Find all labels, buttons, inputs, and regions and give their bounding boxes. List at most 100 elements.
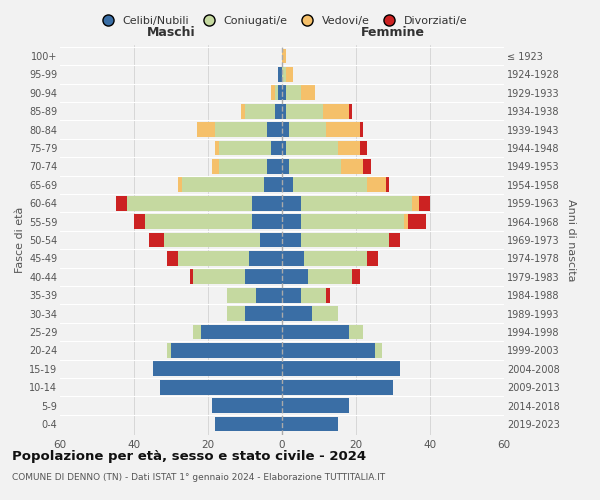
Bar xyxy=(282,140,286,156)
Bar xyxy=(212,398,282,413)
Bar xyxy=(282,343,374,357)
Bar xyxy=(267,122,282,137)
Bar xyxy=(278,86,282,100)
Bar xyxy=(271,140,282,156)
Text: Femmine: Femmine xyxy=(361,26,425,40)
Bar xyxy=(282,416,337,432)
Bar xyxy=(245,306,282,321)
Bar xyxy=(190,270,193,284)
Bar xyxy=(227,306,245,321)
Text: COMUNE DI DENNO (TN) - Dati ISTAT 1° gennaio 2024 - Elaborazione TUTTITALIA.IT: COMUNE DI DENNO (TN) - Dati ISTAT 1° gen… xyxy=(12,472,385,482)
Bar xyxy=(241,104,245,118)
Bar xyxy=(245,104,275,118)
Bar xyxy=(212,159,219,174)
Bar xyxy=(282,324,349,340)
Bar xyxy=(152,362,282,376)
Legend: Celibi/Nubili, Coniugati/e, Vedovi/e, Divorziati/e: Celibi/Nubili, Coniugati/e, Vedovi/e, Di… xyxy=(92,12,472,30)
Bar xyxy=(271,86,275,100)
Bar xyxy=(360,122,364,137)
Bar xyxy=(337,140,360,156)
Bar xyxy=(374,343,382,357)
Bar xyxy=(282,214,301,229)
Bar xyxy=(389,232,400,248)
Bar xyxy=(282,104,286,118)
Bar xyxy=(282,159,289,174)
Bar xyxy=(341,159,364,174)
Bar xyxy=(289,159,341,174)
Text: Popolazione per età, sesso e stato civile - 2024: Popolazione per età, sesso e stato civil… xyxy=(12,450,366,463)
Bar xyxy=(323,104,349,118)
Bar xyxy=(245,270,282,284)
Bar xyxy=(193,324,200,340)
Bar xyxy=(197,122,215,137)
Bar xyxy=(286,86,301,100)
Bar xyxy=(289,122,326,137)
Bar xyxy=(219,159,267,174)
Bar xyxy=(367,251,378,266)
Bar xyxy=(215,140,219,156)
Bar xyxy=(352,270,360,284)
Bar xyxy=(219,140,271,156)
Bar xyxy=(282,288,301,302)
Bar xyxy=(275,86,278,100)
Bar xyxy=(386,178,389,192)
Bar xyxy=(193,270,245,284)
Bar xyxy=(282,232,301,248)
Bar xyxy=(282,398,349,413)
Bar xyxy=(282,270,308,284)
Bar xyxy=(301,86,316,100)
Bar xyxy=(256,288,282,302)
Bar xyxy=(286,67,293,82)
Y-axis label: Fasce di età: Fasce di età xyxy=(14,207,25,273)
Bar xyxy=(282,380,393,394)
Bar xyxy=(249,251,282,266)
Bar xyxy=(227,288,256,302)
Bar xyxy=(349,324,364,340)
Bar xyxy=(304,251,367,266)
Bar xyxy=(160,380,282,394)
Bar xyxy=(282,67,286,82)
Bar xyxy=(253,196,282,210)
Bar xyxy=(308,270,352,284)
Bar xyxy=(178,178,182,192)
Bar xyxy=(282,251,304,266)
Bar xyxy=(326,122,360,137)
Bar xyxy=(282,86,286,100)
Bar xyxy=(171,343,282,357)
Bar xyxy=(134,214,145,229)
Bar xyxy=(282,196,301,210)
Bar xyxy=(326,288,330,302)
Bar xyxy=(286,104,323,118)
Bar xyxy=(253,214,282,229)
Bar xyxy=(215,416,282,432)
Bar xyxy=(311,306,337,321)
Y-axis label: Anni di nascita: Anni di nascita xyxy=(566,198,577,281)
Bar xyxy=(404,214,408,229)
Bar xyxy=(364,159,371,174)
Bar xyxy=(282,362,400,376)
Bar xyxy=(215,122,267,137)
Bar xyxy=(360,140,367,156)
Bar xyxy=(149,232,164,248)
Bar xyxy=(293,178,367,192)
Bar xyxy=(278,67,282,82)
Bar xyxy=(182,178,263,192)
Bar xyxy=(301,232,389,248)
Bar xyxy=(164,232,260,248)
Bar xyxy=(282,48,286,64)
Bar xyxy=(145,214,253,229)
Bar xyxy=(408,214,426,229)
Bar xyxy=(267,159,282,174)
Bar xyxy=(301,214,404,229)
Bar xyxy=(286,140,337,156)
Bar xyxy=(301,196,412,210)
Bar xyxy=(282,122,289,137)
Bar xyxy=(115,196,127,210)
Bar xyxy=(282,178,293,192)
Bar xyxy=(419,196,430,210)
Bar xyxy=(167,251,178,266)
Bar xyxy=(349,104,352,118)
Bar xyxy=(263,178,282,192)
Bar xyxy=(275,104,282,118)
Text: Maschi: Maschi xyxy=(146,26,196,40)
